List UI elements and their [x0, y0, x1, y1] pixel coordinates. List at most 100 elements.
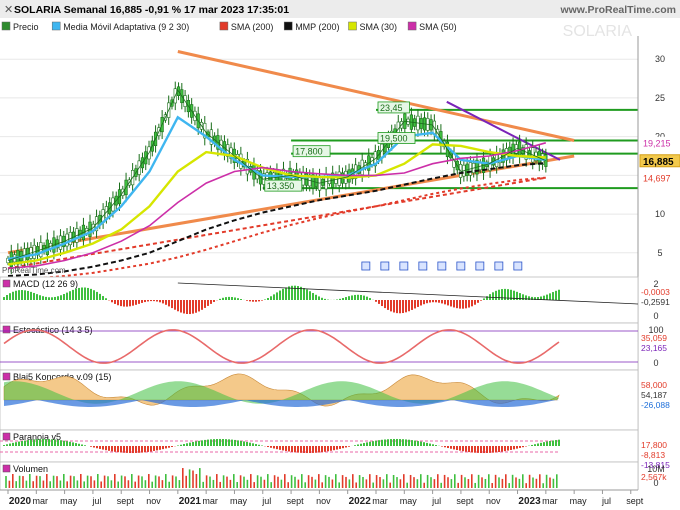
- legend-swatch: [348, 21, 357, 31]
- panel-title: Volumen: [13, 464, 48, 474]
- x-tick-label: may: [570, 496, 588, 506]
- panel-tick: 10M: [647, 464, 665, 474]
- level-label-box: [264, 179, 303, 192]
- indicator-panel: Blai5 Koncorde v.09 (15)58,00054,187-26,…: [0, 369, 670, 431]
- panel-tick: 100: [648, 325, 663, 335]
- x-tick-label: mar: [372, 496, 388, 506]
- panel-tick: 0: [653, 478, 658, 488]
- x-tick-label: jul: [431, 496, 441, 506]
- x-tick-label: sept: [456, 496, 474, 506]
- legend-swatch: [407, 21, 417, 31]
- panel-tag: -26,088: [641, 400, 670, 410]
- series-line: [7, 162, 546, 277]
- x-tick-label: 2022: [349, 496, 372, 507]
- price-tag-box: [640, 136, 680, 149]
- site-label[interactable]: www.ProRealTime.com: [559, 4, 676, 16]
- level-label: 23,45: [380, 103, 403, 113]
- event-icon: [399, 261, 409, 271]
- x-tick-label: nov: [316, 496, 331, 506]
- event-icon: [380, 261, 390, 271]
- chart-title: SOLARIA Semanal 16,885 -0,91 % 17 mar 20…: [14, 4, 289, 16]
- panel-tag: -0,0003: [641, 287, 670, 297]
- price-tag-box: [639, 154, 680, 168]
- small-watermark: ProRealTime.com: [2, 266, 66, 275]
- close-icon[interactable]: ✕: [4, 4, 13, 16]
- x-tick-label: sept: [117, 496, 135, 506]
- panel-swatch: [2, 325, 11, 334]
- x-tick-label: may: [60, 496, 78, 506]
- x-tick-label: mar: [33, 496, 49, 506]
- price-tag: 14,697: [643, 174, 671, 184]
- price-tick: 30: [655, 54, 665, 64]
- x-tick-label: 2023: [518, 496, 541, 507]
- indicator-panels: MACD (12 26 9) 2 0 -0,0003-0,2591 Estocástic…: [0, 276, 670, 491]
- series-line: [7, 143, 546, 266]
- price-tick: 5: [657, 248, 662, 258]
- series-line: [7, 142, 547, 270]
- x-axis: 2020 mar may jul sept nov 2021 mar may jul sept nov…: [7, 490, 644, 507]
- koncorde-blue: [4, 400, 559, 407]
- panel-tag: 35,059: [641, 333, 667, 343]
- panel-tag: -0,2591: [641, 297, 670, 307]
- price-tag: 16,885: [643, 157, 674, 168]
- legend-swatch: [51, 21, 61, 31]
- panel-title: Estocástico (14 3 5): [13, 325, 93, 335]
- legend-label: MMP (200): [295, 22, 339, 32]
- panel-tick: 0: [653, 358, 658, 368]
- level-label-box: [377, 101, 410, 114]
- panel-swatch: [2, 279, 11, 288]
- panel-tag: 17,800: [641, 440, 667, 450]
- koncorde-area: [3, 373, 560, 407]
- panel-tag: 23,165: [641, 343, 667, 353]
- x-tick-label: mar: [542, 496, 558, 506]
- legend-label: SMA (200): [231, 22, 274, 32]
- panel-swatch: [2, 432, 11, 441]
- main-plot: 23,45 19,500 17,800 13,350: [6, 50, 638, 281]
- event-icon: [361, 261, 371, 271]
- x-tick-label: may: [400, 496, 418, 506]
- x-tick-label: 2020: [9, 496, 32, 507]
- legend-swatch: [219, 21, 229, 31]
- event-icon: [418, 261, 428, 271]
- legend-swatch: [283, 21, 293, 31]
- trendline: [446, 100, 561, 161]
- level-label: 19,500: [380, 134, 408, 144]
- stoch-line: [3, 329, 560, 364]
- price-tick: 25: [655, 93, 665, 103]
- event-icon: [513, 261, 523, 271]
- indicator-panel: MACD (12 26 9) 2 0 -0,0003-0,2591: [0, 276, 670, 324]
- event-icon: [456, 261, 466, 271]
- x-tick-label: jul: [601, 496, 611, 506]
- panel-frame: [0, 322, 639, 371]
- legend-label: SMA (50): [419, 22, 457, 32]
- price-tick: 10: [655, 209, 665, 219]
- panel-tick: 0: [653, 311, 658, 321]
- series-line: [7, 115, 546, 261]
- level-label-box: [377, 132, 416, 144]
- x-tick-label: jul: [261, 496, 271, 506]
- koncorde-green: [4, 381, 559, 404]
- price-tick: 20: [655, 132, 665, 142]
- event-icon: [475, 261, 485, 271]
- panel-title: MACD (12 26 9): [13, 279, 78, 289]
- series-line: [7, 176, 546, 281]
- panel-tag: -8,813: [641, 450, 665, 460]
- x-tick-label: sept: [626, 496, 644, 506]
- level-label-box: [292, 145, 331, 158]
- panel-tag: 2,567k: [641, 472, 667, 482]
- watermark: SOLARIA: [563, 23, 633, 40]
- panel-swatch: [2, 464, 11, 473]
- axis-background: [638, 36, 680, 510]
- legend-label: Media Móvil Adaptativa (9 2 30): [63, 22, 189, 32]
- level-label: 13,350: [267, 181, 295, 191]
- price-tag: 19,215: [643, 139, 671, 149]
- legend-label: Precio: [13, 22, 39, 32]
- macd-trendline: [177, 282, 639, 305]
- event-icon: [494, 261, 504, 271]
- legend: Precio Media Móvil Adaptativa (9 2 30) SMA…: [1, 21, 457, 32]
- legend-label: SMA (30): [360, 22, 398, 32]
- panel-tag: 58,000: [641, 380, 667, 390]
